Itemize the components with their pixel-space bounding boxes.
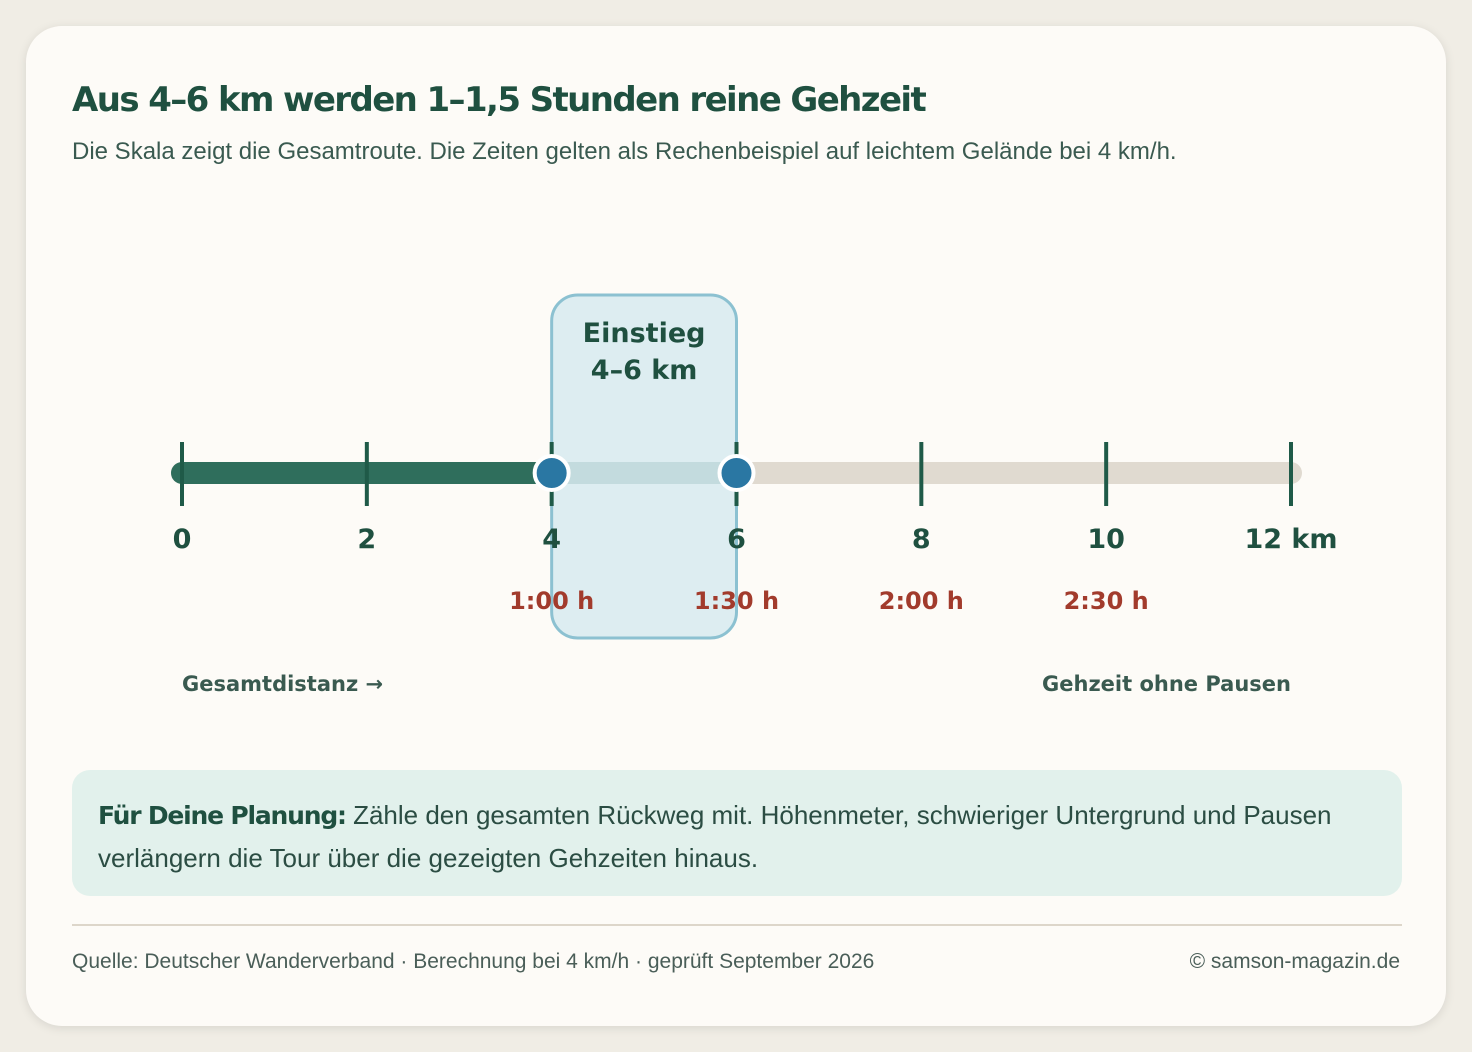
chart-subtitle: Die Skala zeigt die Gesamtroute. Die Zei… [72, 138, 1177, 165]
tick-label: 2 [357, 524, 376, 555]
footer-copyright: © samson-magazin.de [1189, 950, 1400, 973]
time-label: 1:00 h [509, 587, 594, 615]
chart-title: Aus 4–6 km werden 1–1,5 Stunden reine Ge… [72, 80, 927, 120]
legend-right: Gehzeit ohne Pausen [1042, 672, 1291, 696]
footer-divider [72, 924, 1402, 926]
tick-label: 6 [727, 524, 746, 555]
tick-label: 8 [912, 524, 931, 555]
tick-label: 4 [542, 524, 561, 555]
time-label: 1:30 h [694, 587, 779, 615]
tick-label: 12 km [1244, 524, 1337, 555]
range-marker [717, 454, 756, 492]
planning-note: Für Deine Planung: Zähle den gesamten Rü… [72, 770, 1402, 896]
tick-label: 0 [173, 524, 192, 555]
legend-left: Gesamtdistanz → [182, 672, 383, 696]
footer-source: Quelle: Deutscher Wanderverband · Berech… [72, 950, 875, 973]
time-label: 2:30 h [1064, 587, 1149, 615]
number-line-chart: Einstieg 4–6 km 0 2 4 1:00 h 6 1:30 h 8 2:00 h 10 2… [171, 293, 1338, 696]
highlight-label-title: Einstieg [583, 318, 706, 349]
planning-note-text: Zähle den gesamten Rückweg mit. Höhenmet… [98, 800, 1332, 873]
time-label: 2:00 h [879, 587, 964, 615]
range-marker [532, 454, 571, 492]
infographic-card: Aus 4–6 km werden 1–1,5 Stunden reine Ge… [26, 26, 1446, 1026]
highlight-label-range: 4–6 km [591, 355, 698, 386]
planning-note-lead: Für Deine Planung: [98, 801, 347, 830]
tick-label: 10 [1087, 524, 1125, 555]
